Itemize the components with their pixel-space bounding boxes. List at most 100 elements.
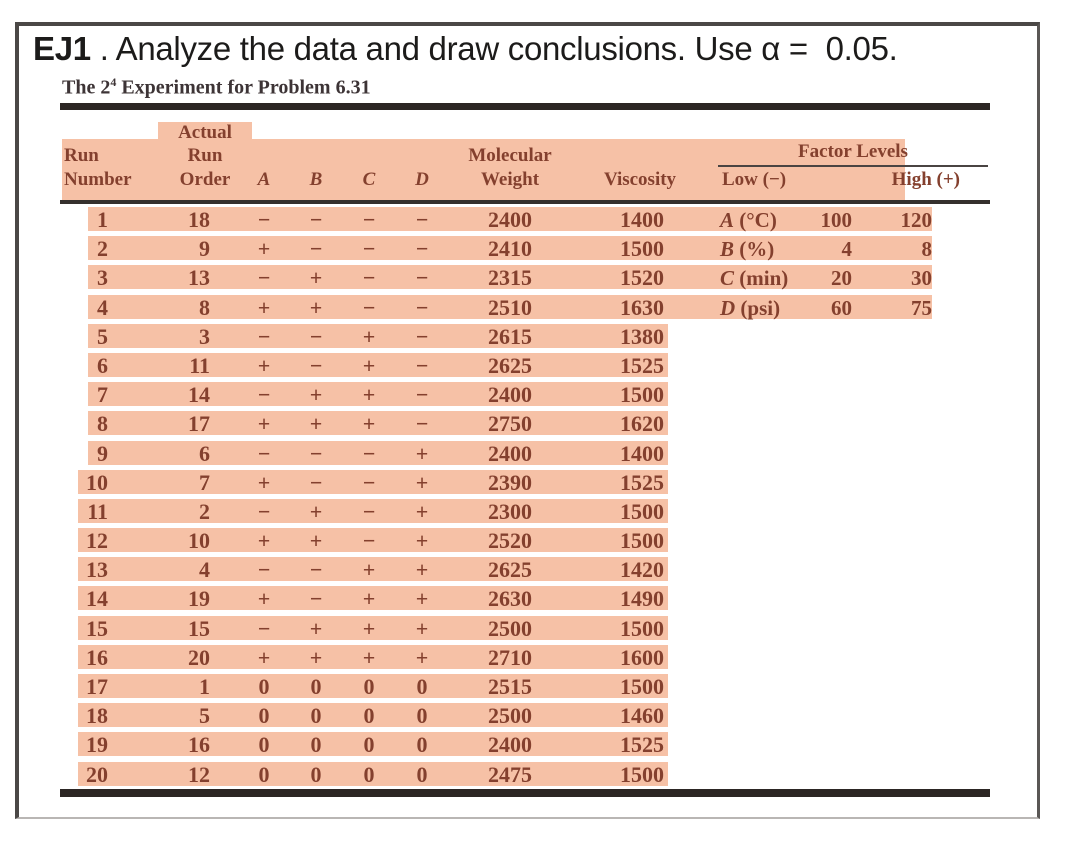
cell-molecular-weight: 2625 xyxy=(488,557,532,583)
header-factor-c: C xyxy=(362,169,376,190)
cell-run-order: 3 xyxy=(199,323,210,349)
cell-run-number: 7 xyxy=(97,382,108,408)
cell-factor-a-sign: + xyxy=(257,528,271,554)
cell-factor-a-sign: − xyxy=(257,557,271,583)
cell-viscosity: 1500 xyxy=(620,498,664,524)
row-highlight-band xyxy=(78,703,668,728)
table-row: 9 6 − − − + 2400 1400 xyxy=(0,439,1075,468)
problem-title: EJ1 . Analyze the data and draw conclusi… xyxy=(33,30,1033,68)
table-caption: The 24 Experiment for Problem 6.31 xyxy=(62,75,371,100)
cell-factor-c-sign: − xyxy=(362,498,376,524)
header-actual: Actual xyxy=(158,122,252,144)
cell-molecular-weight: 2400 xyxy=(488,440,532,466)
cell-run-number: 16 xyxy=(86,644,108,670)
row-highlight-band xyxy=(88,411,668,436)
cell-viscosity: 1400 xyxy=(620,207,664,232)
table-row: 13 4 − − + + 2625 1420 xyxy=(0,555,1075,584)
cell-run-order: 20 xyxy=(188,644,210,670)
row-highlight-band xyxy=(88,323,668,348)
cell-molecular-weight: 2750 xyxy=(488,411,532,437)
cell-factor-b-sign: + xyxy=(309,498,323,524)
problem-id: EJ1 xyxy=(33,30,91,67)
row-highlight-band xyxy=(78,586,668,611)
cell-factor-a-sign: − xyxy=(257,382,271,408)
cell-factor-d-sign: + xyxy=(415,469,429,495)
table-row: 19 16 0 0 0 0 2400 1525 xyxy=(0,730,1075,759)
cell-factor-d-sign: − xyxy=(415,411,429,437)
cell-factor-d-sign: 0 xyxy=(416,703,428,729)
cell-viscosity: 1500 xyxy=(620,674,664,699)
table-row: 12 10 + + − + 2520 1500 xyxy=(0,526,1075,555)
cell-run-number: 19 xyxy=(86,732,108,758)
cell-factor-b-sign: − xyxy=(309,207,323,232)
cell-molecular-weight: 2630 xyxy=(488,586,532,612)
header-actual-order: Order xyxy=(179,169,231,190)
cell-run-number: 8 xyxy=(97,411,108,437)
cell-factor-c-sign: 0 xyxy=(363,732,375,758)
cell-molecular-weight: 2400 xyxy=(488,732,532,758)
cell-factor-a-sign: + xyxy=(257,294,271,320)
header-run-number: Number xyxy=(64,169,132,190)
table-row: 11 2 − + − + 2300 1500 xyxy=(0,497,1075,526)
cell-factor-low-value: 20 xyxy=(831,266,852,291)
cell-run-order: 16 xyxy=(188,732,210,758)
cell-factor-c-sign: − xyxy=(362,236,376,262)
cell-factor-b-sign: − xyxy=(309,557,323,583)
table-row: 7 14 − + + − 2400 1500 xyxy=(0,380,1075,409)
table-row: 17 1 0 0 0 0 2515 1500 xyxy=(0,672,1075,701)
factor-levels-underline xyxy=(718,165,988,167)
cell-factor-a-sign: 0 xyxy=(258,732,270,758)
cell-factor-c-sign: − xyxy=(362,440,376,466)
cell-factor-b-sign: + xyxy=(309,265,323,291)
cell-run-number: 20 xyxy=(86,761,108,787)
cell-factor-d-sign: 0 xyxy=(416,674,428,699)
cell-factor-d-sign: 0 xyxy=(416,732,428,758)
cell-viscosity: 1630 xyxy=(620,294,664,320)
cell-factor-d-sign: − xyxy=(415,382,429,408)
cell-factor-a-sign: − xyxy=(257,265,271,291)
cell-factor-high-value: 120 xyxy=(900,208,933,232)
cell-factor-b-sign: − xyxy=(309,440,323,466)
row-highlight-band xyxy=(88,236,932,261)
problem-box xyxy=(15,22,1040,819)
cell-factor-c-sign: 0 xyxy=(363,674,375,699)
row-highlight-band xyxy=(88,265,932,290)
cell-factor-b-sign: − xyxy=(309,586,323,612)
cell-factor-d-sign: − xyxy=(415,323,429,349)
row-highlight-band xyxy=(88,440,668,465)
cell-factor-a-sign: + xyxy=(257,644,271,670)
cell-factor-b-sign: − xyxy=(309,323,323,349)
bottom-rule xyxy=(60,789,990,797)
row-highlight-band xyxy=(78,557,668,582)
cell-factor-a-sign: 0 xyxy=(258,703,270,729)
caption-superscript: 4 xyxy=(110,75,117,89)
cell-factor-d-sign: + xyxy=(415,528,429,554)
cell-run-number: 13 xyxy=(86,557,108,583)
cell-run-number: 6 xyxy=(97,352,108,378)
table-row: 14 19 + − + + 2630 1490 xyxy=(0,584,1075,613)
cell-factor-a-sign: + xyxy=(257,411,271,437)
cell-factor-high-value: 8 xyxy=(921,237,933,262)
cell-factor-low-value: 60 xyxy=(831,295,852,320)
cell-factor-b-sign: + xyxy=(309,644,323,670)
cell-factor-c-sign: − xyxy=(362,469,376,495)
cell-factor-c-sign: + xyxy=(362,323,376,349)
cell-run-order: 4 xyxy=(199,557,210,583)
header-highlight-band xyxy=(62,139,905,201)
table-row: 20 12 0 0 0 0 2475 1500 xyxy=(0,760,1075,789)
cell-molecular-weight: 2500 xyxy=(488,703,532,729)
cell-factor-d-sign: − xyxy=(415,352,429,378)
cell-run-number: 11 xyxy=(87,498,108,524)
cell-factor-name: C (min) xyxy=(720,266,838,290)
cell-factor-b-sign: − xyxy=(309,236,323,262)
factor-unit: (psi) xyxy=(740,295,781,320)
cell-molecular-weight: 2510 xyxy=(488,294,532,320)
cell-run-number: 5 xyxy=(97,323,108,349)
cell-factor-b-sign: + xyxy=(309,615,323,641)
cell-factor-d-sign: − xyxy=(415,265,429,291)
cell-run-number: 15 xyxy=(86,615,108,641)
cell-run-order: 10 xyxy=(188,528,210,554)
header-molecular: Molecular xyxy=(468,145,552,166)
cell-factor-a-sign: − xyxy=(257,498,271,524)
cell-run-number: 1 xyxy=(97,207,108,232)
